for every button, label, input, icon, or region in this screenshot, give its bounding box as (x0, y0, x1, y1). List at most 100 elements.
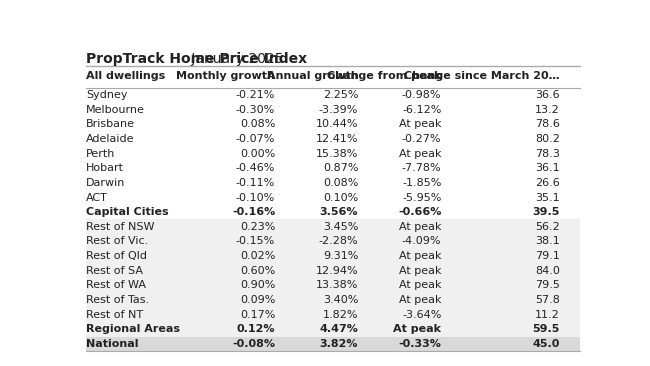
Text: 78.3: 78.3 (535, 149, 560, 158)
Text: 79.1: 79.1 (535, 251, 560, 261)
Text: 11.2: 11.2 (535, 310, 560, 320)
Text: 0.90%: 0.90% (240, 280, 275, 291)
Text: 3.40%: 3.40% (323, 295, 358, 305)
Text: 12.94%: 12.94% (316, 266, 358, 276)
FancyBboxPatch shape (86, 337, 580, 351)
Text: Regional Areas: Regional Areas (86, 324, 180, 335)
Text: 36.1: 36.1 (535, 163, 560, 173)
FancyBboxPatch shape (86, 264, 580, 278)
Text: 1.82%: 1.82% (323, 310, 358, 320)
Text: Rest of WA: Rest of WA (86, 280, 146, 291)
Text: 4.47%: 4.47% (319, 324, 358, 335)
Text: Hobart: Hobart (86, 163, 124, 173)
Text: 0.00%: 0.00% (240, 149, 275, 158)
Text: 2.25%: 2.25% (323, 90, 358, 100)
Text: -0.33%: -0.33% (398, 339, 441, 349)
Text: National: National (86, 339, 139, 349)
Text: 0.23%: 0.23% (240, 222, 275, 232)
Text: 39.5: 39.5 (532, 207, 560, 217)
FancyBboxPatch shape (86, 307, 580, 322)
Text: Rest of NT: Rest of NT (86, 310, 144, 320)
FancyBboxPatch shape (86, 249, 580, 264)
Text: 80.2: 80.2 (535, 134, 560, 144)
Text: 0.09%: 0.09% (240, 295, 275, 305)
Text: 0.87%: 0.87% (323, 163, 358, 173)
Text: Rest of SA: Rest of SA (86, 266, 143, 276)
Text: Sydney: Sydney (86, 90, 128, 100)
Text: -6.12%: -6.12% (402, 105, 441, 115)
Text: At peak: At peak (399, 119, 441, 129)
Text: -2.28%: -2.28% (318, 236, 358, 246)
Text: At peak: At peak (399, 280, 441, 291)
Text: Melbourne: Melbourne (86, 105, 145, 115)
FancyBboxPatch shape (86, 220, 580, 234)
Text: 0.12%: 0.12% (237, 324, 275, 335)
Text: 45.0: 45.0 (532, 339, 560, 349)
Text: 3.45%: 3.45% (323, 222, 358, 232)
Text: -0.66%: -0.66% (398, 207, 441, 217)
Text: 15.38%: 15.38% (316, 149, 358, 158)
Text: -1.85%: -1.85% (402, 178, 441, 188)
Text: -3.39%: -3.39% (319, 105, 358, 115)
FancyBboxPatch shape (86, 322, 580, 337)
Text: 59.5: 59.5 (532, 324, 560, 335)
Text: 0.17%: 0.17% (240, 310, 275, 320)
Text: Monthly growth: Monthly growth (176, 71, 275, 81)
Text: ACT: ACT (86, 193, 108, 202)
Text: -0.30%: -0.30% (236, 105, 275, 115)
Text: Rest of Qld: Rest of Qld (86, 251, 148, 261)
Text: At peak: At peak (393, 324, 441, 335)
Text: At peak: At peak (399, 295, 441, 305)
Text: 36.6: 36.6 (535, 90, 560, 100)
Text: 13.38%: 13.38% (316, 280, 358, 291)
Text: -0.08%: -0.08% (232, 339, 275, 349)
Text: 3.82%: 3.82% (320, 339, 358, 349)
Text: Perth: Perth (86, 149, 116, 158)
Text: -0.07%: -0.07% (236, 134, 275, 144)
Text: 0.02%: 0.02% (240, 251, 275, 261)
Text: All dwellings: All dwellings (86, 71, 166, 81)
Text: 12.41%: 12.41% (316, 134, 358, 144)
Text: -0.27%: -0.27% (402, 134, 441, 144)
Text: 26.6: 26.6 (535, 178, 560, 188)
Text: 9.31%: 9.31% (323, 251, 358, 261)
Text: 0.10%: 0.10% (323, 193, 358, 202)
Text: -0.11%: -0.11% (236, 178, 275, 188)
Text: Rest of Vic.: Rest of Vic. (86, 236, 149, 246)
Text: -0.98%: -0.98% (402, 90, 441, 100)
Text: Capital Cities: Capital Cities (86, 207, 169, 217)
Text: Brisbane: Brisbane (86, 119, 135, 129)
Text: -0.21%: -0.21% (236, 90, 275, 100)
Text: 10.44%: 10.44% (316, 119, 358, 129)
Text: 84.0: 84.0 (535, 266, 560, 276)
Text: At peak: At peak (399, 251, 441, 261)
Text: -3.64%: -3.64% (402, 310, 441, 320)
Text: 56.2: 56.2 (535, 222, 560, 232)
Text: -0.46%: -0.46% (236, 163, 275, 173)
Text: At peak: At peak (399, 149, 441, 158)
Text: 0.60%: 0.60% (240, 266, 275, 276)
Text: -0.15%: -0.15% (236, 236, 275, 246)
FancyBboxPatch shape (86, 278, 580, 293)
Text: 0.08%: 0.08% (323, 178, 358, 188)
Text: Change from peak: Change from peak (327, 71, 441, 81)
Text: Change since March 20…: Change since March 20… (404, 71, 560, 81)
Text: Annual growth: Annual growth (266, 71, 358, 81)
Text: 13.2: 13.2 (535, 105, 560, 115)
Text: -5.95%: -5.95% (402, 193, 441, 202)
Text: 35.1: 35.1 (535, 193, 560, 202)
Text: 57.8: 57.8 (535, 295, 560, 305)
Text: -4.09%: -4.09% (402, 236, 441, 246)
Text: 78.6: 78.6 (535, 119, 560, 129)
Text: 0.08%: 0.08% (240, 119, 275, 129)
Text: PropTrack Home Price Index: PropTrack Home Price Index (86, 52, 307, 66)
Text: 38.1: 38.1 (535, 236, 560, 246)
Text: January 2025: January 2025 (187, 52, 283, 66)
Text: Adelaide: Adelaide (86, 134, 135, 144)
FancyBboxPatch shape (86, 293, 580, 307)
Text: -0.16%: -0.16% (232, 207, 275, 217)
Text: -7.78%: -7.78% (402, 163, 441, 173)
FancyBboxPatch shape (86, 234, 580, 249)
Text: Rest of NSW: Rest of NSW (86, 222, 155, 232)
Text: Darwin: Darwin (86, 178, 125, 188)
